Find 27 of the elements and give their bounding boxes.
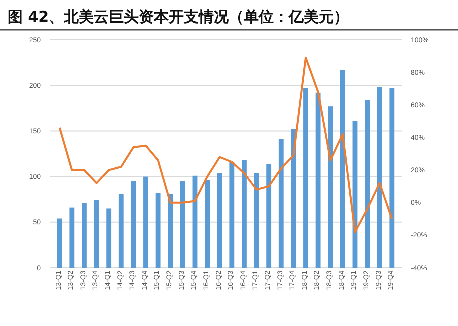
bar — [304, 88, 308, 268]
chart-title: 图 42、北美云巨头资本开支情况（单位：亿美元） — [8, 8, 350, 26]
bar — [328, 106, 334, 268]
bar — [217, 173, 222, 268]
bar — [205, 180, 210, 268]
bar — [106, 208, 112, 268]
bar — [278, 139, 284, 268]
bar — [70, 208, 75, 268]
bar — [144, 176, 148, 268]
bar — [82, 203, 87, 268]
bar — [377, 87, 382, 268]
bar — [118, 194, 124, 268]
bar — [57, 218, 62, 268]
bar — [131, 181, 136, 268]
line-series — [58, 56, 394, 234]
bar — [242, 160, 247, 268]
bar — [390, 88, 395, 268]
bar — [94, 200, 100, 268]
bar — [291, 129, 296, 268]
bar — [340, 70, 346, 268]
bar — [156, 193, 161, 268]
bar — [316, 92, 321, 268]
bar — [230, 162, 235, 268]
bar — [180, 181, 186, 268]
bar — [266, 164, 272, 268]
bar — [168, 194, 174, 268]
bar — [365, 100, 370, 268]
